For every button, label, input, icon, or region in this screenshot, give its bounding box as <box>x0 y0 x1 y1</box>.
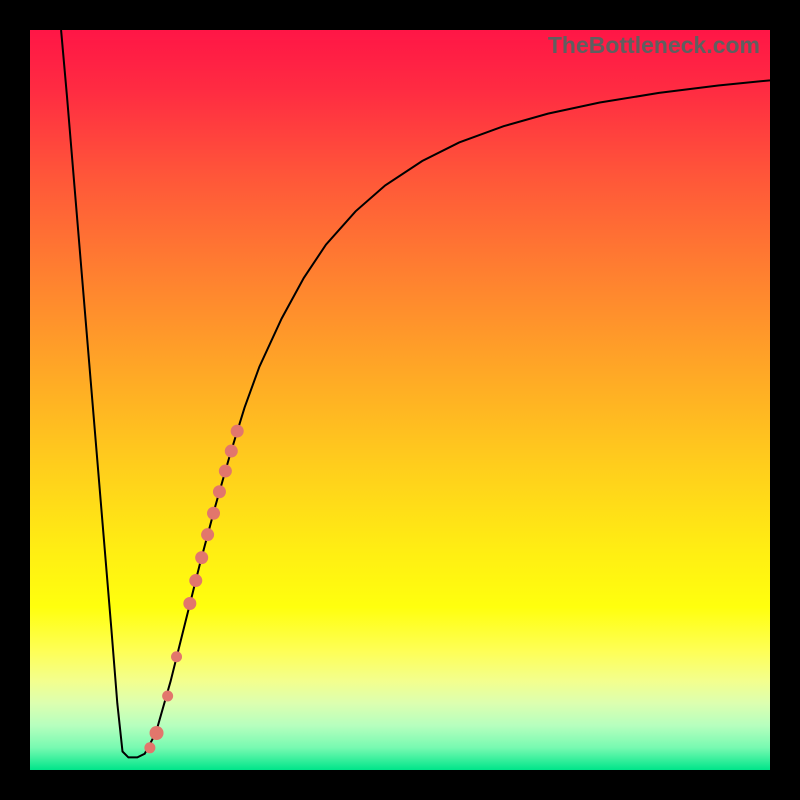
chart-svg <box>30 30 770 770</box>
watermark-text: TheBottleneck.com <box>548 32 760 59</box>
marker-dot <box>213 485 226 498</box>
marker-dot <box>162 691 173 702</box>
marker-scatter <box>144 651 182 753</box>
marker-dot <box>183 597 196 610</box>
chart-frame: TheBottleneck.com <box>0 0 800 800</box>
marker-dot <box>225 445 238 458</box>
marker-dot <box>195 551 208 564</box>
marker-dot <box>144 742 155 753</box>
marker-dot <box>219 465 232 478</box>
marker-dot <box>201 528 214 541</box>
marker-dot <box>150 726 164 740</box>
plot-area <box>30 30 770 770</box>
marker-dot <box>231 425 244 438</box>
marker-cluster <box>183 425 243 610</box>
marker-dot <box>207 507 220 520</box>
bottleneck-curve <box>61 30 770 757</box>
marker-dot <box>171 651 182 662</box>
marker-dot <box>189 574 202 587</box>
